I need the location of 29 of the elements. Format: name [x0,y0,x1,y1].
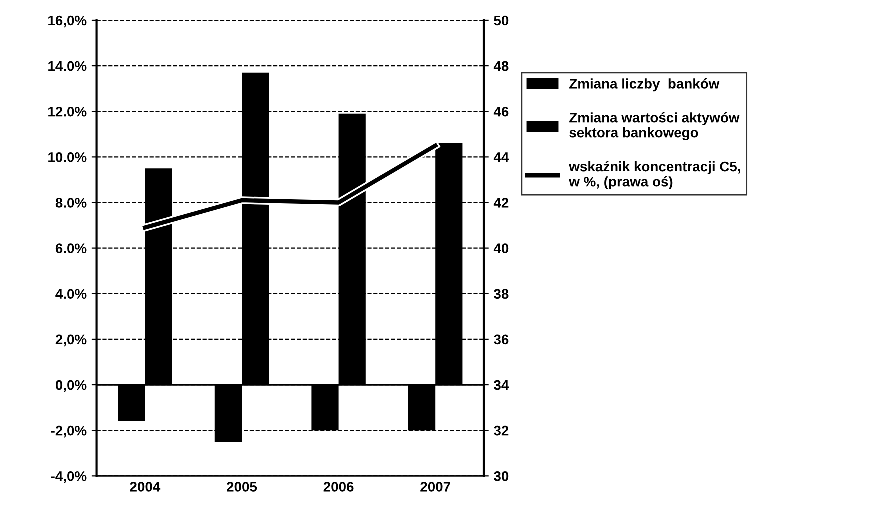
y2-tick-label: 34 [494,380,510,390]
y-tick-label: 6.0% [56,244,87,254]
y2-tick-label: 50 [494,16,509,26]
legend-label: wskaźnik koncentracji C5, w %, (prawa oś) [569,161,740,190]
y2-tick-label: 46 [494,106,509,117]
y-tick-label: 10.0% [48,152,87,162]
y2-tick-label: 32 [494,426,509,436]
y2-tick-label: 40 [494,244,509,254]
x-tick-label: 2004 [130,482,161,492]
y-tick-label: 2,0% [56,334,87,347]
x-tick-label: 2007 [420,482,450,492]
legend-label: Zmiana wartości aktywów sektora bankowego [570,112,740,141]
y-tick-label: 8.0% [56,198,87,208]
y-tick-label: 16,0% [48,16,87,28]
y-tick-label: 12.0% [48,106,87,117]
y-tick-label: 14.0% [48,61,87,72]
y-tick-label: 4.0% [56,289,87,300]
y-tick-label: -2,0% [51,426,87,438]
y2-tick-label: 36 [494,334,509,345]
y-tick-label: 0,0% [56,380,87,392]
y2-tick-label: 30 [494,471,509,482]
x-tick-label: 2006 [324,482,354,492]
legend-label: Zmiana liczby banków [570,78,720,92]
y2-tick-label: 42 [494,198,509,208]
y2-tick-label: 44 [494,152,510,162]
y2-tick-label: 38 [494,289,509,300]
x-tick-label: 2005 [227,482,258,492]
y2-tick-label: 48 [494,61,509,72]
y-tick-label: -4,0% [51,471,87,484]
